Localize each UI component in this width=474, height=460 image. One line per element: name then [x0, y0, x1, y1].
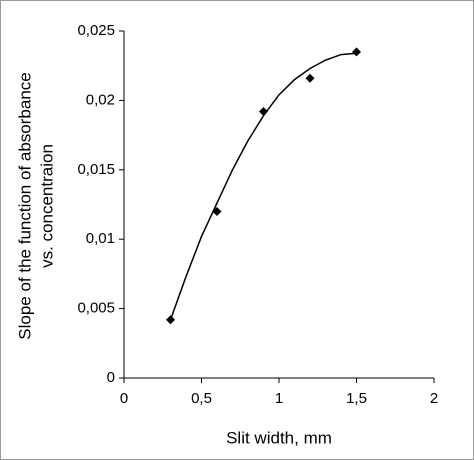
- data-point: [166, 315, 175, 325]
- x-tick-label: 2: [430, 390, 438, 407]
- y-tick-label: 0,01: [86, 230, 115, 247]
- y-tick-label: 0,025: [77, 22, 115, 39]
- data-point: [212, 206, 222, 216]
- y-tick-label: 0,015: [77, 161, 115, 178]
- y-tick-label: 0: [107, 369, 115, 386]
- x-tick-label: 1,5: [346, 390, 367, 407]
- y-axis-label: Slope of the function of absorbance: [15, 72, 34, 339]
- y-tick-label: 0,02: [86, 91, 115, 108]
- x-tick-label: 1: [275, 390, 283, 407]
- data-point: [305, 73, 315, 83]
- data-point: [352, 47, 361, 57]
- y-axis-label: vs. concentraion: [37, 144, 56, 268]
- x-axis-label: Slit width, mm: [226, 428, 332, 447]
- x-tick-label: 0,5: [191, 390, 212, 407]
- x-tick-label: 0: [120, 390, 128, 407]
- data-point: [259, 107, 268, 117]
- y-tick-label: 0,005: [77, 300, 115, 317]
